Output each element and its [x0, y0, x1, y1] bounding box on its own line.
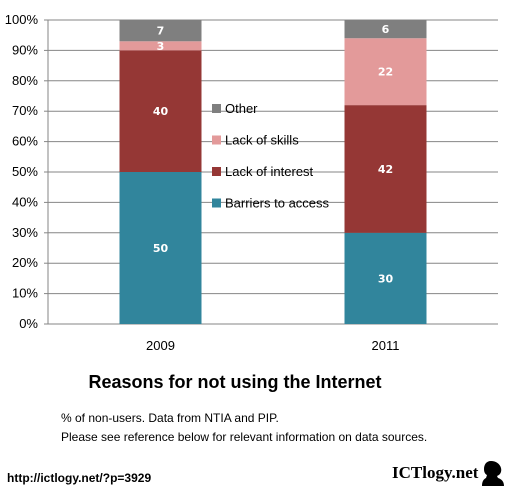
data-label: 40 [153, 105, 169, 118]
data-label: 50 [153, 242, 169, 255]
data-label: 22 [378, 66, 393, 79]
x-tick-label: 2009 [146, 338, 175, 353]
logo-text: ICTlogy.net [392, 463, 479, 482]
legend-swatch [212, 104, 221, 113]
note-line-1: % of non-users. Data from NTIA and PIP. [61, 411, 279, 425]
footer-url: http://ictlogy.net/?p=3929 [7, 471, 152, 485]
y-tick-label: 70% [12, 103, 38, 118]
bar-segment [119, 50, 202, 172]
legend-label: Lack of interest [225, 164, 314, 179]
data-label: 42 [378, 163, 393, 176]
bar-segment [119, 172, 202, 324]
x-tick-label: 2011 [372, 338, 400, 353]
chart: 0% 10% 20% 30% 40% 50% 60% 70% 80% 90% 100% 2009 201… [5, 12, 498, 353]
bar-segment [344, 232, 427, 324]
y-tick-label: 0% [19, 316, 38, 331]
bar-segment [119, 20, 202, 42]
y-tick-label: 60% [12, 134, 38, 149]
bar-segment [119, 41, 202, 51]
y-tick-label: 100% [5, 12, 39, 27]
bar-segment [344, 20, 427, 39]
y-tick-label: 20% [12, 255, 38, 270]
gridlines [48, 19, 498, 295]
bar-segment [344, 38, 427, 106]
legend-label: Barriers to access [225, 196, 330, 211]
bar-segment [344, 105, 427, 233]
y-tick-label: 30% [12, 225, 38, 240]
y-tick-label: 10% [12, 286, 38, 301]
note-line-2: Please see reference below for relevant … [61, 430, 428, 444]
y-tick-label: 80% [12, 73, 38, 88]
legend-swatch [212, 135, 221, 145]
y-tick-label: 40% [12, 194, 38, 209]
legend-swatch [212, 167, 221, 176]
legend: Other Lack of skills Lack of interest Barri… [212, 101, 330, 211]
head-silhouette-icon [482, 461, 505, 486]
chart-title: Reasons for not using the Internet [88, 372, 382, 392]
data-label: 7 [157, 25, 165, 38]
data-label: 30 [378, 272, 394, 285]
y-tick-label: 90% [12, 42, 38, 57]
y-tick-label: 50% [12, 164, 38, 179]
legend-swatch [212, 198, 221, 208]
legend-label: Lack of skills [225, 133, 299, 148]
legend-label: Other [225, 101, 258, 116]
bars: 50 40 3 7 30 42 22 6 [119, 20, 427, 324]
data-label: 3 [157, 40, 165, 53]
data-label: 6 [382, 23, 390, 36]
footer-logo: ICTlogy.net [392, 460, 505, 486]
